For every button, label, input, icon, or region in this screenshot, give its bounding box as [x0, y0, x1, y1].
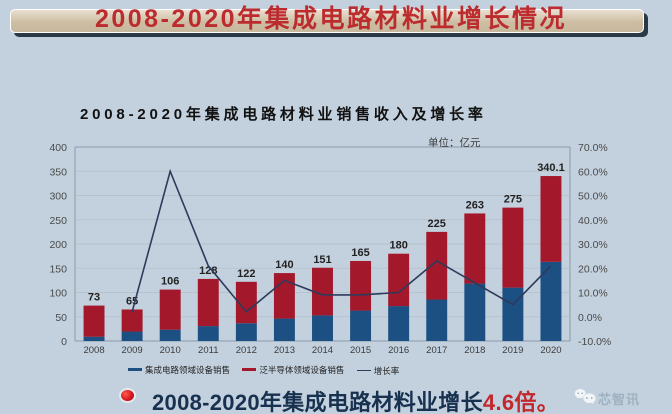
svg-text:20.0%: 20.0%	[578, 263, 608, 275]
svg-text:2014: 2014	[312, 345, 333, 356]
svg-text:73: 73	[88, 292, 100, 304]
svg-text:180: 180	[389, 240, 407, 252]
svg-text:10.0%: 10.0%	[578, 288, 608, 300]
svg-text:275: 275	[504, 194, 522, 206]
svg-text:40.0%: 40.0%	[578, 215, 608, 227]
svg-text:2008: 2008	[83, 345, 104, 356]
svg-text:2010: 2010	[160, 345, 181, 356]
svg-text:200: 200	[49, 239, 67, 251]
svg-text:165: 165	[351, 247, 369, 259]
svg-text:0.0%: 0.0%	[578, 312, 602, 324]
svg-text:2016: 2016	[388, 345, 409, 356]
svg-text:225: 225	[428, 218, 446, 230]
svg-text:151: 151	[313, 254, 331, 266]
svg-text:106: 106	[161, 276, 179, 288]
svg-text:50: 50	[55, 312, 67, 324]
svg-text:350: 350	[49, 166, 67, 178]
svg-text:-10.0%: -10.0%	[578, 336, 611, 348]
svg-text:0: 0	[61, 336, 67, 348]
svg-text:2012: 2012	[236, 345, 257, 356]
svg-text:2011: 2011	[198, 345, 218, 356]
svg-text:300: 300	[49, 191, 67, 203]
svg-text:2013: 2013	[274, 345, 295, 356]
svg-text:2018: 2018	[464, 345, 485, 356]
svg-text:30.0%: 30.0%	[578, 239, 608, 251]
svg-text:140: 140	[275, 259, 293, 271]
svg-text:2017: 2017	[426, 345, 447, 356]
svg-text:2009: 2009	[122, 345, 143, 356]
svg-text:2020: 2020	[540, 345, 561, 356]
svg-text:50.0%: 50.0%	[578, 191, 608, 203]
svg-text:250: 250	[49, 215, 67, 227]
svg-text:2019: 2019	[502, 345, 523, 356]
svg-text:2015: 2015	[350, 345, 371, 356]
svg-text:340.1: 340.1	[537, 162, 565, 174]
svg-text:70.0%: 70.0%	[578, 142, 608, 154]
svg-text:60.0%: 60.0%	[578, 166, 608, 178]
svg-text:400: 400	[49, 142, 67, 154]
svg-text:150: 150	[49, 263, 67, 275]
svg-text:100: 100	[49, 288, 67, 300]
svg-text:122: 122	[237, 268, 255, 280]
svg-text:263: 263	[466, 199, 484, 211]
